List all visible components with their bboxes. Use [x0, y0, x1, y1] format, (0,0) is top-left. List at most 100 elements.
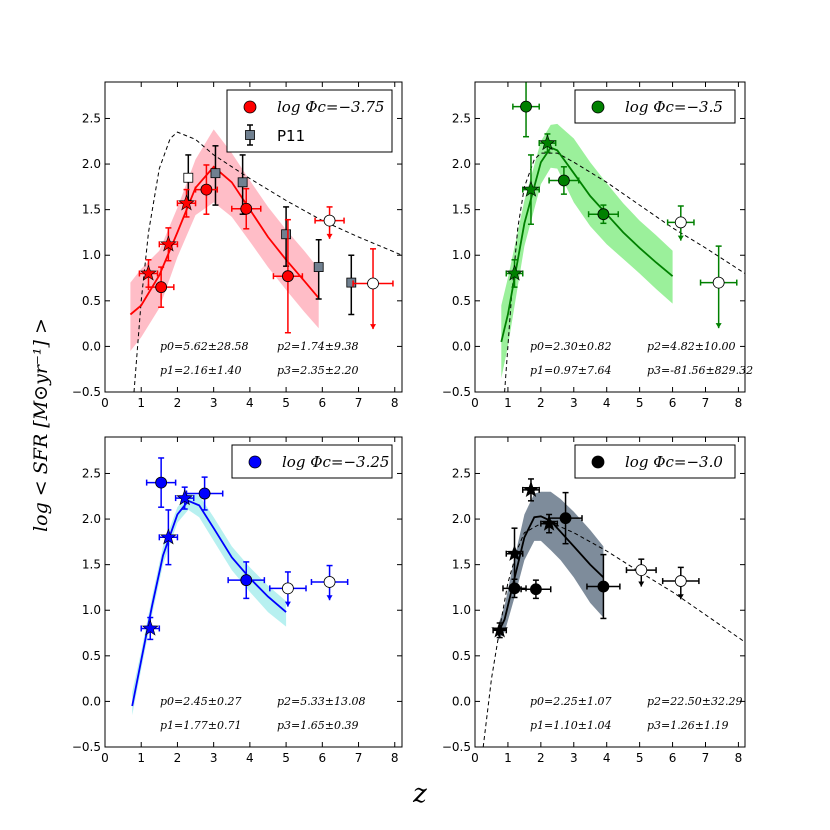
- circle-marker: [200, 183, 213, 196]
- y-tick-label: 1.0: [452, 603, 471, 617]
- x-tick-label: 2: [537, 396, 545, 410]
- x-tick-label: 3: [210, 396, 218, 410]
- p11-marker: [183, 172, 194, 183]
- fit-parameter: p2=1.74±9.38: [277, 340, 358, 353]
- y-tick-label: 2.0: [452, 512, 471, 526]
- circle-marker: [240, 574, 253, 587]
- confidence-band: [132, 493, 287, 716]
- panel-bottom-right: 0 1 2 3 4 5 6 7 8 −0.5 0.0 0.5 1.0 1.5 2.0 2.5 log Φc=−3…: [442, 436, 746, 765]
- circle-marker: [520, 100, 532, 113]
- upper-limit-arrowhead: [370, 324, 377, 330]
- y-tick-label: 2.5: [452, 466, 471, 480]
- fit-parameter: p3=-81.56±829.32: [647, 364, 753, 377]
- fit-parameter: p0=5.62±28.58: [160, 340, 248, 353]
- star-marker: [140, 264, 157, 281]
- x-tick-label: 1: [504, 751, 512, 765]
- fit-parameter: p3=1.26±1.19: [647, 719, 728, 732]
- y-tick-label: 1.0: [82, 248, 101, 262]
- upper-limit-marker: [712, 276, 725, 289]
- fit-parameter: p0=2.25±1.07: [530, 695, 611, 708]
- legend-marker: [248, 455, 262, 469]
- x-tick-label: 1: [137, 396, 145, 410]
- upper-limit-arrowhead: [326, 595, 333, 601]
- x-tick-label: 3: [570, 396, 578, 410]
- y-tick-label: 1.0: [82, 603, 101, 617]
- legend-marker: [243, 100, 257, 114]
- y-tick-label: −0.5: [442, 385, 471, 399]
- circle-marker: [558, 174, 570, 187]
- upper-limit-marker: [367, 277, 379, 290]
- x-tick-label: 6: [669, 751, 677, 765]
- circle-marker: [597, 208, 610, 221]
- star-marker: [506, 264, 523, 281]
- x-tick-label: 6: [318, 396, 326, 410]
- circle-marker: [155, 281, 168, 294]
- circle-marker: [240, 202, 253, 215]
- y-tick-label: 0.5: [452, 649, 471, 663]
- fit-parameter: p3=1.65±0.39: [277, 719, 358, 732]
- plot-area: [482, 478, 745, 747]
- x-tick-label: 5: [282, 396, 290, 410]
- legend-box: [574, 444, 736, 479]
- plot-area: [129, 129, 402, 392]
- y-tick-label: 1.5: [452, 203, 471, 217]
- x-tick-label: 6: [669, 396, 677, 410]
- fit-curve: [129, 165, 320, 316]
- y-tick-label: 0.5: [82, 649, 101, 663]
- p11-marker: [210, 168, 221, 179]
- upper-limit-arrowhead: [326, 233, 333, 239]
- legend-label: log Φc=−3.25: [282, 453, 389, 471]
- star-marker: [538, 134, 556, 151]
- x-tick-label: 4: [603, 396, 611, 410]
- x-tick-label: 1: [504, 396, 512, 410]
- upper-limit-marker: [323, 576, 336, 588]
- legend-label: log Φc=−3.75: [277, 98, 384, 116]
- axes-frame: [104, 436, 403, 748]
- model-curve: [504, 152, 745, 392]
- upper-limit-arrowhead: [638, 581, 645, 587]
- upper-limit-arrowhead: [677, 235, 684, 241]
- x-tick-label: 5: [282, 751, 290, 765]
- x-tick-label: 7: [355, 751, 363, 765]
- y-tick-label: 0.0: [452, 339, 471, 353]
- y-tick-label: −0.5: [442, 740, 471, 754]
- y-tick-label: −0.5: [72, 740, 101, 754]
- x-tick-label: 2: [174, 751, 182, 765]
- x-tick-label: 4: [246, 396, 254, 410]
- circle-marker: [198, 487, 211, 500]
- p11-marker: [346, 277, 357, 288]
- fit-parameter: p3=2.35±2.20: [277, 364, 358, 377]
- y-tick-label: 1.5: [82, 558, 101, 572]
- y-tick-label: 2.0: [82, 512, 101, 526]
- x-tick-label: 1: [137, 751, 145, 765]
- x-tick-label: 2: [537, 751, 545, 765]
- x-tick-label: 0: [471, 751, 479, 765]
- upper-limit-marker: [323, 214, 336, 227]
- y-tick-label: 2.5: [82, 466, 101, 480]
- x-tick-label: 6: [318, 751, 326, 765]
- fit-parameter: p2=22.50±32.29: [647, 695, 742, 708]
- fit-parameter: p2=5.33±13.08: [277, 695, 365, 708]
- star-marker: [540, 514, 558, 531]
- x-tick-label: 8: [391, 751, 399, 765]
- y-tick-label: 0.5: [82, 294, 101, 308]
- x-tick-label: 7: [702, 751, 710, 765]
- fit-curve: [500, 146, 674, 343]
- y-tick-label: 0.0: [82, 339, 101, 353]
- axes-frame: [474, 81, 746, 393]
- panel-top-right: 0 1 2 3 4 5 6 7 8 −0.5 0.0 0.5 1.0 1.5 2.0 2.5 log Φc=−3…: [442, 81, 753, 410]
- legend-marker: [591, 455, 605, 469]
- p11-marker: [281, 229, 291, 240]
- circle-marker: [559, 512, 572, 525]
- star-marker: [506, 544, 523, 561]
- upper-limit-arrowhead: [677, 594, 684, 600]
- y-tick-label: 0.5: [452, 294, 471, 308]
- y-tick-label: 2.0: [452, 157, 471, 171]
- star-marker: [491, 621, 509, 638]
- fit-parameter: p1=1.77±0.71: [160, 719, 241, 732]
- x-tick-label: 4: [246, 751, 254, 765]
- upper-limit-arrowhead: [284, 601, 291, 607]
- x-axis-label: z: [412, 779, 427, 809]
- x-tick-label: 0: [101, 751, 109, 765]
- star-marker: [522, 180, 540, 197]
